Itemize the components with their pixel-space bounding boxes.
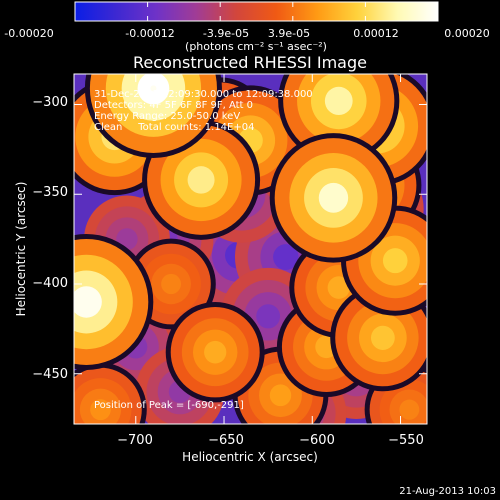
annotation-block: 31-Dec-2011 12:09:30.000 to 12:09:38.000…	[94, 89, 313, 133]
y-tick-label: −300	[32, 95, 68, 110]
heat-source	[370, 325, 395, 350]
annotation-time: 31-Dec-2011 12:09:30.000 to 12:09:38.000	[94, 89, 313, 100]
colorbar-tick-label: 0.00020	[444, 27, 490, 40]
y-axis	[74, 104, 427, 375]
colorbar-tick-label: -3.9e-05	[203, 27, 249, 40]
annotation-clean: Clean Total counts: 1.14E+04	[94, 122, 254, 133]
heat-source	[161, 273, 182, 295]
heat-source	[204, 340, 227, 364]
heat-source	[269, 384, 292, 407]
colorbar-tick-label: -0.00012	[125, 27, 174, 40]
x-tick-label: −550	[388, 433, 424, 448]
x-axis-label: Heliocentric X (arcsec)	[182, 450, 318, 464]
heat-source	[324, 86, 353, 116]
heat-source	[90, 399, 111, 421]
heat-source	[256, 304, 281, 329]
colorbar: -0.00020 -0.00012 -3.9e-05 3.9e-05 0.000…	[4, 1, 490, 53]
y-tick-label: −400	[32, 276, 68, 291]
x-tick-label: −650	[208, 433, 244, 448]
heat-source	[318, 182, 349, 213]
y-tick-label: −350	[32, 185, 68, 200]
footer-timestamp: 21-Aug-2013 10:03	[399, 486, 496, 497]
annotation-energy: Energy Range: 25.0-50.0 keV	[94, 111, 240, 122]
colorbar-ticks	[147, 2, 366, 21]
colorbar-tick-label: -0.00020	[4, 27, 53, 40]
heat-source	[187, 166, 215, 194]
x-tick-label: −600	[299, 433, 335, 448]
colorbar-strip	[74, 1, 439, 22]
y-tick-label: −450	[32, 367, 68, 382]
colorbar-tick-label: 3.9e-05	[268, 27, 310, 40]
x-axis	[135, 74, 402, 424]
heat-source	[273, 244, 299, 270]
heat-source	[74, 286, 102, 318]
peak-position-label: Position of Peak = [-690,-291]	[94, 400, 244, 411]
heat-source	[399, 399, 420, 420]
y-axis-label: Heliocentric Y (arcsec)	[14, 182, 28, 317]
heat-source	[327, 276, 350, 299]
chart-title: Reconstructed RHESSI Image	[133, 53, 367, 72]
colorbar-units: (photons cm⁻² s⁻¹ asec⁻²)	[185, 40, 327, 53]
x-tick-label: −700	[117, 433, 153, 448]
peak-marker	[150, 85, 157, 92]
plot-frame	[73, 73, 428, 425]
heat-source	[382, 248, 408, 274]
colorbar-tick-label: 0.00012	[353, 27, 399, 40]
annotation-detectors: Detectors: 4F 5F 6F 8F 9F, Att 0	[94, 100, 253, 111]
heatmap-image	[74, 74, 427, 424]
plot-area	[74, 74, 427, 424]
